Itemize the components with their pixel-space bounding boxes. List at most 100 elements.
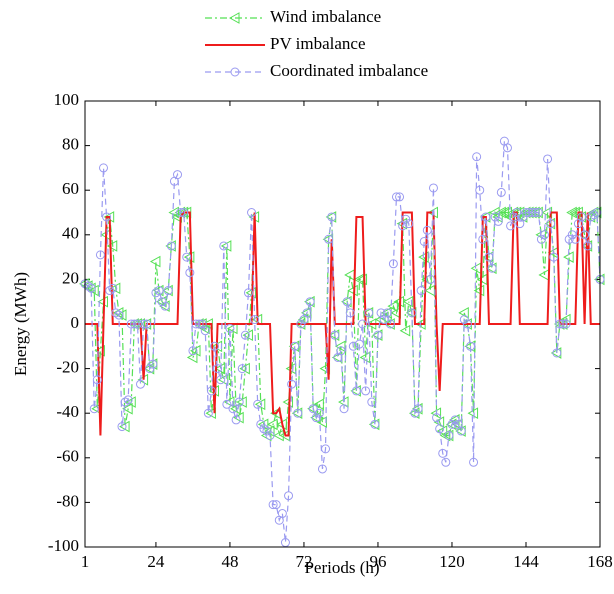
- y-tick-label: -60: [56, 447, 79, 466]
- marker: [473, 284, 485, 297]
- marker: [188, 346, 198, 356]
- marker: [123, 395, 133, 405]
- marker: [228, 12, 240, 24]
- marker: [176, 208, 186, 217]
- marker: [136, 379, 146, 389]
- marker: [86, 283, 96, 293]
- marker: [305, 297, 315, 307]
- marker: [543, 154, 553, 164]
- marker: [219, 241, 229, 251]
- marker: [239, 362, 250, 375]
- marker: [277, 509, 287, 519]
- marker: [243, 288, 253, 298]
- marker: [293, 408, 303, 418]
- marker: [217, 373, 229, 386]
- marker: [216, 375, 226, 385]
- marker: [228, 404, 238, 414]
- marker: [206, 386, 216, 396]
- marker: [88, 284, 99, 297]
- marker: [472, 152, 482, 162]
- y-tick-label: 40: [62, 224, 79, 243]
- marker: [185, 268, 195, 278]
- marker: [490, 212, 500, 222]
- marker: [149, 255, 161, 268]
- marker: [268, 500, 278, 510]
- marker: [122, 402, 133, 415]
- marker: [539, 230, 549, 240]
- marker: [151, 288, 161, 298]
- marker: [182, 252, 192, 262]
- marker: [245, 286, 257, 299]
- marker: [518, 212, 528, 222]
- marker: [173, 170, 183, 180]
- marker: [115, 309, 127, 321]
- marker: [438, 448, 448, 458]
- marker: [254, 398, 266, 411]
- marker: [109, 282, 121, 295]
- marker: [370, 419, 380, 429]
- legend-label: Wind imbalance: [270, 7, 381, 26]
- marker: [373, 330, 383, 340]
- marker: [330, 330, 340, 340]
- marker: [583, 241, 593, 251]
- marker: [512, 208, 522, 217]
- marker: [282, 396, 294, 408]
- marker: [139, 319, 149, 329]
- marker: [521, 208, 531, 217]
- marker: [259, 424, 269, 434]
- marker: [469, 457, 479, 467]
- marker: [231, 415, 241, 425]
- marker: [240, 330, 250, 340]
- marker: [566, 206, 577, 219]
- marker: [114, 310, 124, 320]
- marker: [382, 308, 392, 318]
- marker: [253, 399, 263, 409]
- marker: [256, 419, 266, 429]
- marker: [132, 319, 142, 329]
- x-tick-label: 144: [513, 552, 539, 571]
- marker: [586, 212, 596, 222]
- marker: [493, 216, 503, 226]
- legend-label: Coordinated imbalance: [270, 61, 428, 80]
- marker: [183, 251, 195, 263]
- marker: [117, 422, 127, 432]
- marker: [311, 413, 321, 423]
- marker: [233, 411, 244, 424]
- marker: [189, 344, 201, 357]
- marker: [462, 319, 472, 329]
- marker: [402, 295, 414, 308]
- marker: [364, 308, 374, 318]
- y-tick-label: -40: [56, 402, 79, 421]
- marker: [509, 212, 519, 222]
- marker: [428, 183, 438, 193]
- marker: [484, 252, 494, 262]
- marker: [502, 143, 512, 153]
- marker: [481, 212, 491, 222]
- marker: [287, 379, 297, 389]
- marker: [436, 425, 448, 437]
- marker: [290, 341, 300, 351]
- series-line: [84, 140, 601, 543]
- x-tick-label: 72: [295, 552, 312, 571]
- marker: [271, 500, 281, 510]
- x-axis-label: Periods (h): [304, 558, 379, 577]
- marker: [592, 208, 602, 217]
- marker: [94, 344, 105, 357]
- marker: [119, 420, 130, 433]
- marker: [432, 413, 442, 423]
- marker: [567, 230, 577, 240]
- marker: [236, 396, 247, 408]
- x-tick-label: 48: [221, 552, 238, 571]
- marker: [356, 273, 368, 286]
- marker: [351, 386, 361, 396]
- marker: [302, 308, 312, 318]
- marker: [527, 208, 537, 217]
- marker: [327, 212, 337, 222]
- marker: [475, 185, 485, 195]
- marker: [99, 163, 109, 173]
- marker: [435, 424, 445, 434]
- x-tick-label: 120: [439, 552, 465, 571]
- marker: [447, 419, 457, 429]
- marker: [308, 404, 318, 414]
- marker: [336, 346, 346, 356]
